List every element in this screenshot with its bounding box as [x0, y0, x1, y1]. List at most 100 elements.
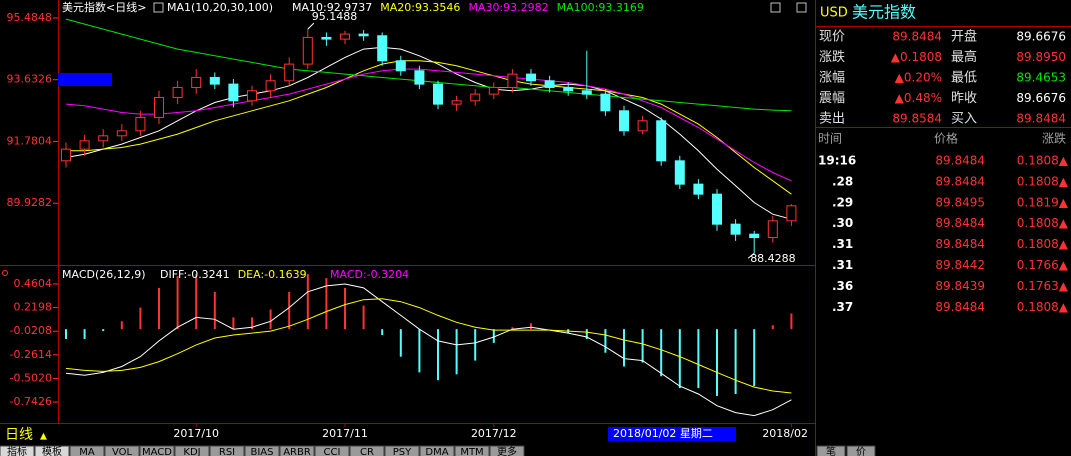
tab[interactable]: CR	[360, 447, 374, 456]
tab[interactable]: DMA	[425, 447, 448, 456]
tick-time: .30	[832, 216, 853, 230]
legend-entry: MA20:93.3546	[380, 1, 460, 14]
quote-value: 89.8484	[892, 30, 942, 44]
candle-body	[637, 120, 648, 132]
tick-time: .29	[832, 195, 853, 209]
tick-time: .28	[832, 174, 853, 188]
tab[interactable]: 模板	[42, 445, 62, 456]
tick-change: 0.1766▲	[1017, 258, 1069, 272]
tab-bg[interactable]	[104, 445, 140, 456]
candle-body	[247, 90, 257, 102]
window-button[interactable]	[796, 2, 807, 13]
y-tick-label: -0.7426	[10, 395, 52, 408]
candle-body	[116, 130, 127, 137]
tick-price: 89.8439	[935, 279, 985, 293]
quote-value: ▲0.1808	[891, 50, 942, 64]
candle-body	[358, 33, 369, 37]
period-label[interactable]: 日线	[5, 427, 33, 443]
tick-time: .31	[832, 258, 853, 272]
tab[interactable]: PSY	[393, 447, 412, 456]
tab[interactable]: RSI	[219, 447, 235, 456]
x-tick-label: 2017/11	[322, 427, 368, 440]
quote-name: 美元指数	[852, 3, 916, 22]
tick-change: 0.1808▲	[1017, 154, 1069, 168]
tab[interactable]: VOL	[112, 447, 133, 456]
tick-price: 89.8484	[935, 216, 985, 230]
tab-bg[interactable]	[384, 445, 420, 456]
ma-line	[65, 46, 792, 220]
tab-bg[interactable]	[454, 445, 490, 456]
tab-bg[interactable]	[69, 445, 105, 456]
tab-bg[interactable]	[209, 445, 245, 456]
ma-line	[66, 60, 792, 195]
tab[interactable]: CCI	[324, 447, 341, 456]
candle-body	[228, 83, 239, 102]
ma-line	[65, 298, 792, 394]
x-tick-label: 2017/12	[471, 427, 517, 440]
period-arrow[interactable]: ▲	[40, 432, 47, 442]
quote-value: 89.4653	[1016, 71, 1066, 85]
candle-body	[433, 83, 443, 105]
tick-change: 0.1819▲	[1017, 195, 1069, 209]
tab-bg[interactable]	[139, 445, 175, 456]
tab-bg[interactable]	[489, 445, 525, 456]
tab-bg[interactable]	[349, 445, 385, 456]
tab[interactable]: BIAS	[251, 447, 274, 456]
tab[interactable]: 更多	[497, 445, 517, 456]
indicator-icon[interactable]	[153, 2, 164, 13]
candle-body	[414, 70, 425, 85]
tab-bg[interactable]	[34, 445, 70, 456]
quote-label: 现价	[819, 30, 845, 45]
tab-bg[interactable]	[419, 445, 455, 456]
candle-body	[712, 193, 722, 225]
candle-body	[377, 35, 388, 62]
tab-bg[interactable]	[846, 445, 876, 456]
tab[interactable]: MACD	[142, 447, 172, 456]
ticks-header: 时间	[818, 132, 842, 146]
max-pointer	[307, 22, 315, 30]
quote-value: 89.6676	[1016, 91, 1066, 105]
candle-body	[581, 90, 592, 95]
min-label: 88.4288	[750, 252, 796, 265]
chart-title: 美元指数<日线>	[62, 0, 146, 14]
tab-bg[interactable]	[314, 445, 350, 456]
y-tick-label: 0.2198	[14, 301, 53, 314]
candle-body	[98, 135, 109, 142]
tab-bg[interactable]	[174, 445, 210, 456]
legend-entry: MA30:93.2982	[468, 1, 548, 14]
tab-bg[interactable]	[0, 445, 35, 456]
tab[interactable]: MA	[79, 447, 95, 456]
y-tick-label: 89.9282	[7, 196, 53, 209]
quote-value: ▲0.20%	[895, 71, 942, 85]
legend-entry: DEA:-0.1639	[238, 268, 307, 281]
legend-entry: MA100:93.3169	[557, 1, 644, 14]
tick-time: 19:16	[818, 154, 856, 168]
quote-symbol: USD	[820, 6, 848, 21]
x-tick-label: 2017/10	[173, 427, 219, 440]
tick-time: .31	[832, 237, 853, 251]
quote-value: ▲0.48%	[895, 91, 942, 105]
tab-bg[interactable]	[279, 445, 315, 456]
window-button[interactable]	[770, 2, 781, 13]
tab[interactable]: 笔	[826, 445, 836, 456]
tab-bg[interactable]	[816, 445, 846, 456]
tab[interactable]: 价	[856, 446, 866, 456]
tab[interactable]: KDJ	[183, 447, 200, 456]
candle-body	[693, 183, 704, 195]
macd-title: MACD(26,12,9)	[62, 268, 146, 281]
quote-label: 涨跌	[819, 49, 845, 65]
indicator-label: MA1(10,20,30,100)	[167, 1, 273, 14]
candle-body	[544, 80, 555, 88]
quote-label: 最低	[951, 71, 977, 86]
tab[interactable]: MTM	[460, 447, 483, 456]
tab-bg[interactable]	[244, 445, 280, 456]
quote-label: 昨收	[951, 91, 977, 106]
tick-change: 0.1808▲	[1017, 174, 1069, 188]
candle-body	[61, 148, 71, 162]
ticks-header: 涨跌	[1042, 131, 1066, 146]
tab[interactable]: 指标	[7, 445, 27, 456]
tick-price: 89.8484	[935, 174, 985, 188]
candle-body	[488, 86, 499, 95]
tab[interactable]: ARBR	[283, 447, 311, 456]
